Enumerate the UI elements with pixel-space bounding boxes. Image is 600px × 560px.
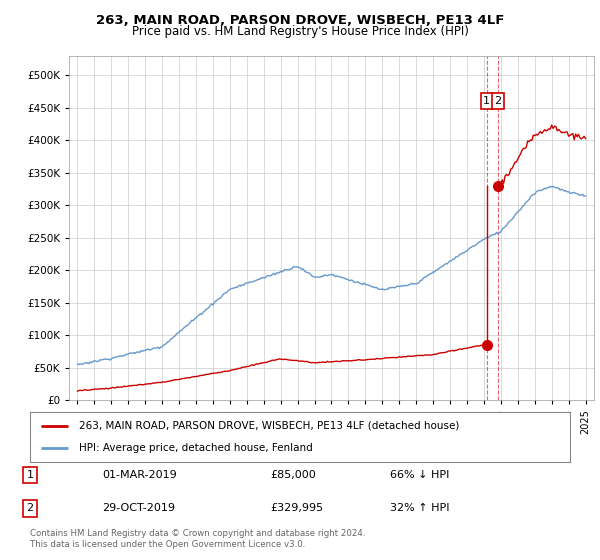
Text: Price paid vs. HM Land Registry's House Price Index (HPI): Price paid vs. HM Land Registry's House … xyxy=(131,25,469,38)
Text: HPI: Average price, detached house, Fenland: HPI: Average price, detached house, Fenl… xyxy=(79,443,313,453)
Text: 263, MAIN ROAD, PARSON DROVE, WISBECH, PE13 4LF: 263, MAIN ROAD, PARSON DROVE, WISBECH, P… xyxy=(96,14,504,27)
Text: 29-OCT-2019: 29-OCT-2019 xyxy=(102,503,175,514)
Text: 263, MAIN ROAD, PARSON DROVE, WISBECH, PE13 4LF (detached house): 263, MAIN ROAD, PARSON DROVE, WISBECH, P… xyxy=(79,421,459,431)
Text: 01-MAR-2019: 01-MAR-2019 xyxy=(102,470,177,480)
Text: £85,000: £85,000 xyxy=(270,470,316,480)
Text: Contains HM Land Registry data © Crown copyright and database right 2024.
This d: Contains HM Land Registry data © Crown c… xyxy=(30,529,365,549)
Text: 66% ↓ HPI: 66% ↓ HPI xyxy=(390,470,449,480)
Text: 1: 1 xyxy=(483,96,490,106)
Text: 32% ↑ HPI: 32% ↑ HPI xyxy=(390,503,449,514)
Text: £329,995: £329,995 xyxy=(270,503,323,514)
Text: 2: 2 xyxy=(494,96,502,106)
Text: 2: 2 xyxy=(26,503,34,514)
Text: 1: 1 xyxy=(26,470,34,480)
